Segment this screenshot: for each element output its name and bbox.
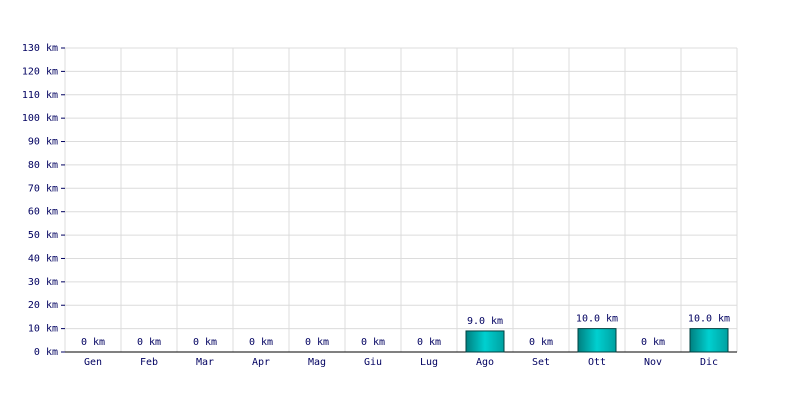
value-label: 0 km	[193, 337, 217, 348]
bar	[465, 330, 505, 353]
value-label: 0 km	[137, 337, 161, 348]
x-tick-label: Apr	[252, 357, 270, 368]
value-label: 0 km	[81, 337, 105, 348]
y-tick-label: 30 km	[28, 277, 58, 288]
value-label: 0 km	[417, 337, 441, 348]
value-label: 0 km	[361, 337, 385, 348]
x-tick-label: Gen	[84, 357, 102, 368]
x-tick-label: Mag	[308, 357, 326, 368]
x-tick-label: Mar	[196, 357, 214, 368]
y-tick-label: 90 km	[28, 137, 58, 148]
value-label: 10.0 km	[576, 314, 618, 325]
y-tick-label: 130 km	[22, 43, 58, 54]
x-tick-label: Giu	[364, 357, 382, 368]
y-tick-label: 120 km	[22, 66, 58, 77]
value-label: 0 km	[641, 337, 665, 348]
x-tick-label: Set	[532, 357, 550, 368]
y-tick-label: 10 km	[28, 324, 58, 335]
x-tick-label: Feb	[140, 357, 158, 368]
y-tick-label: 60 km	[28, 207, 58, 218]
value-label: 0 km	[529, 337, 553, 348]
value-label: 0 km	[305, 337, 329, 348]
x-tick-label: Lug	[420, 357, 438, 368]
bar	[577, 328, 617, 353]
y-tick-label: 50 km	[28, 230, 58, 241]
y-tick-label: 70 km	[28, 183, 58, 194]
x-tick-label: Ago	[476, 357, 494, 368]
y-tick-label: 40 km	[28, 253, 58, 264]
x-tick-label: Nov	[644, 357, 662, 368]
value-label: 10.0 km	[688, 314, 730, 325]
value-label: 9.0 km	[467, 316, 503, 327]
y-tick-label: 20 km	[28, 300, 58, 311]
y-tick-label: 110 km	[22, 90, 58, 101]
x-tick-label: Ott	[588, 357, 606, 368]
y-tick-label: 100 km	[22, 113, 58, 124]
y-tick-label: 80 km	[28, 160, 58, 171]
value-label: 0 km	[249, 337, 273, 348]
bar	[689, 328, 729, 353]
y-tick-label: 0 km	[34, 347, 58, 358]
x-tick-label: Dic	[700, 357, 718, 368]
